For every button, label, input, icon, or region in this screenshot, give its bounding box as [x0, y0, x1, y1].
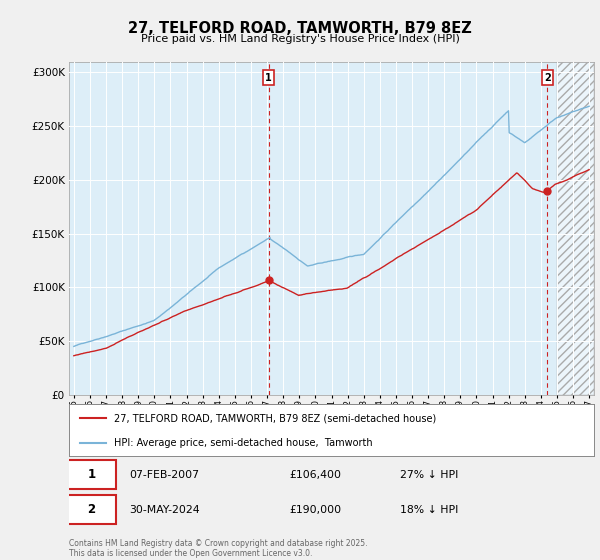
- Text: £106,400: £106,400: [290, 470, 341, 480]
- Text: 27% ↓ HPI: 27% ↓ HPI: [400, 470, 458, 480]
- Text: 07-FEB-2007: 07-FEB-2007: [130, 470, 199, 480]
- Text: 2: 2: [544, 73, 551, 83]
- Text: 2: 2: [87, 503, 95, 516]
- Text: Price paid vs. HM Land Registry's House Price Index (HPI): Price paid vs. HM Land Registry's House …: [140, 34, 460, 44]
- Text: 18% ↓ HPI: 18% ↓ HPI: [400, 505, 458, 515]
- Text: 1: 1: [87, 468, 95, 482]
- FancyBboxPatch shape: [67, 495, 116, 524]
- Text: £190,000: £190,000: [290, 505, 341, 515]
- Text: 1: 1: [265, 73, 272, 83]
- Text: Contains HM Land Registry data © Crown copyright and database right 2025.
This d: Contains HM Land Registry data © Crown c…: [69, 539, 367, 558]
- FancyBboxPatch shape: [67, 460, 116, 489]
- Text: HPI: Average price, semi-detached house,  Tamworth: HPI: Average price, semi-detached house,…: [113, 438, 372, 449]
- Text: 27, TELFORD ROAD, TAMWORTH, B79 8EZ: 27, TELFORD ROAD, TAMWORTH, B79 8EZ: [128, 21, 472, 36]
- Text: 27, TELFORD ROAD, TAMWORTH, B79 8EZ (semi-detached house): 27, TELFORD ROAD, TAMWORTH, B79 8EZ (sem…: [113, 413, 436, 423]
- Text: 30-MAY-2024: 30-MAY-2024: [130, 505, 200, 515]
